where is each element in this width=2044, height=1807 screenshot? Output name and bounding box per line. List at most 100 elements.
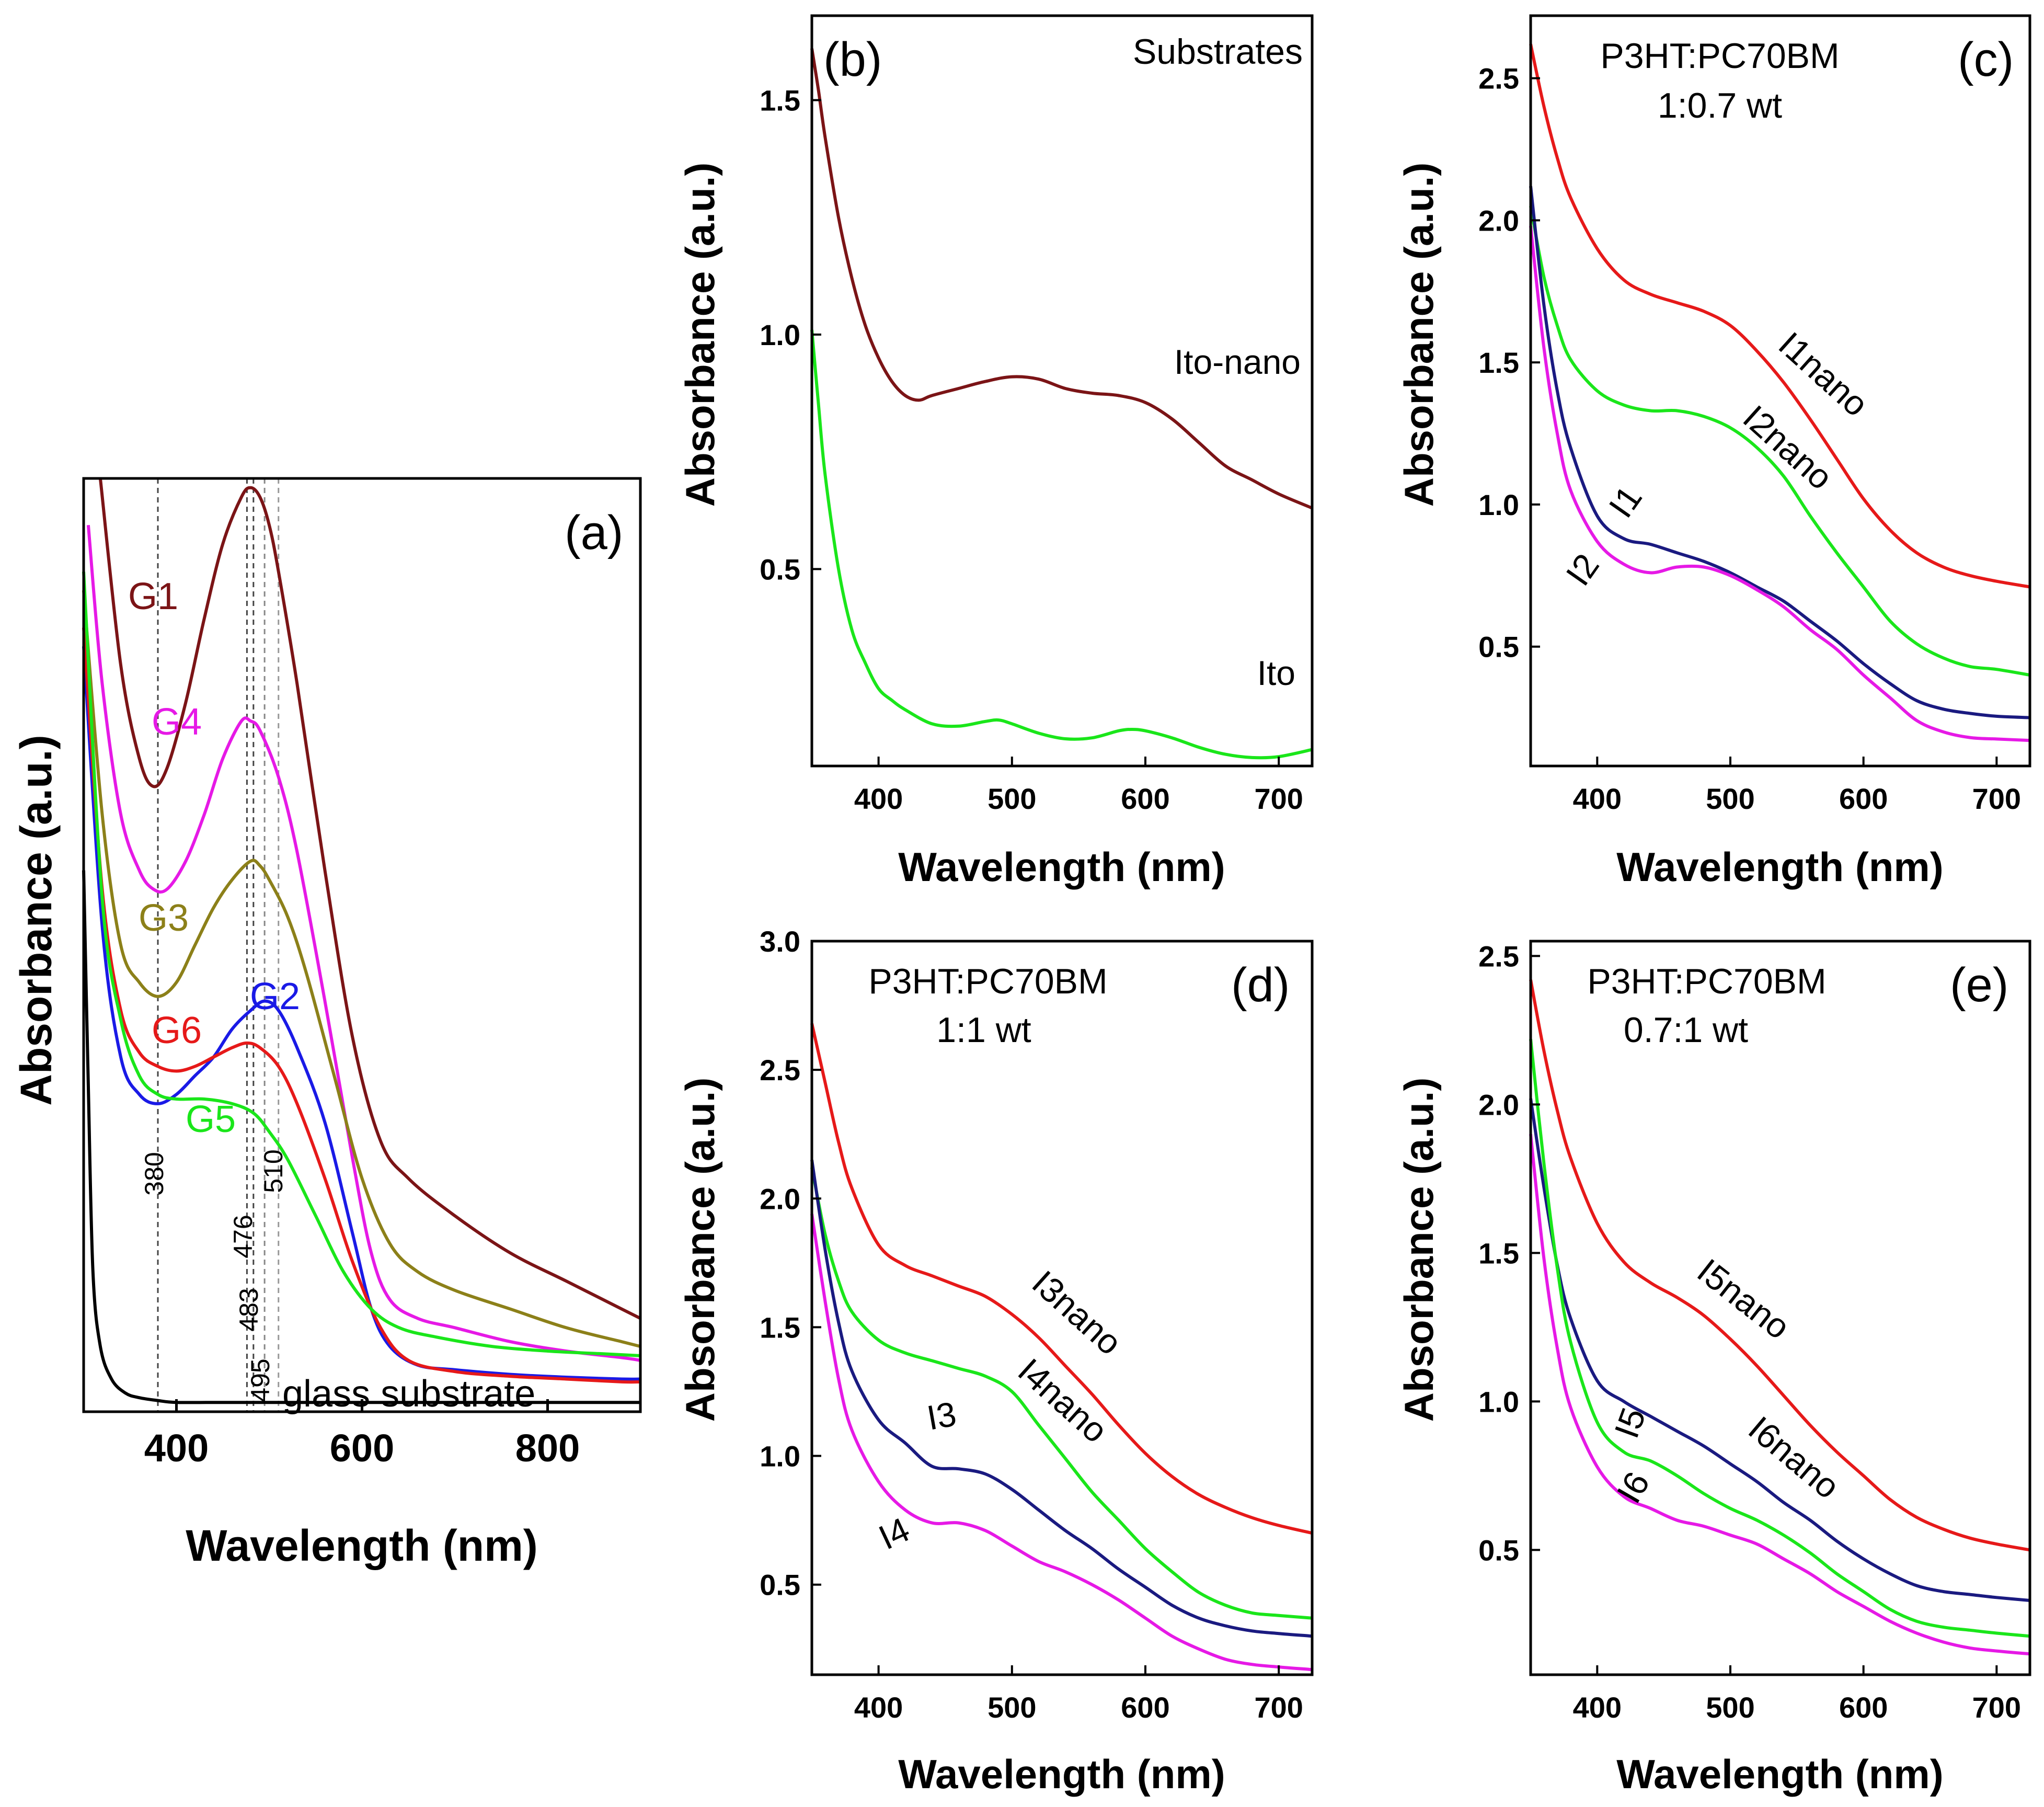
panel-d-label-i3: I3: [924, 1394, 959, 1437]
panel-d-series: [810, 1023, 1313, 1672]
panel-e-title: P3HT:PC70BM: [1587, 962, 1826, 1001]
panel-b-y-tick-label: 1.5: [760, 84, 800, 117]
panel-b: 400 500 600 700 0.5 1.0 1.5 Wavelength (…: [677, 14, 1314, 890]
panel-e-x-tick-label: 600: [1839, 1691, 1888, 1724]
panel-e-series-i5nano: [1529, 979, 2030, 1552]
panel-c-x-tick-label: 400: [1573, 782, 1622, 815]
panel-a-label-g5: G5: [186, 1099, 236, 1140]
panel-a-series-g2: [82, 646, 641, 1381]
panel-d-y-tick-label: 2.0: [760, 1182, 800, 1215]
panel-c-y-ticks: 0.5 1.0 1.5 2.0 2.5: [1478, 62, 1540, 664]
panel-a-vline-label-380: 380: [140, 1152, 169, 1195]
panel-c-series-i1: [1529, 186, 2030, 719]
panel-a-label-g4: G4: [152, 701, 202, 743]
panel-c-y-axis-title: Absorbance (a.u.): [1396, 163, 1442, 507]
panel-b-series-ito: [810, 329, 1313, 760]
panel-b-x-ticks: 400 500 600 700: [854, 757, 1303, 815]
panel-b-y-tick-label: 0.5: [760, 553, 800, 586]
panel-d-series-i4nano: [810, 1167, 1313, 1620]
panel-c-title: P3HT:PC70BM: [1600, 36, 1839, 76]
panel-e-x-tick-label: 500: [1706, 1691, 1754, 1724]
panel-a-series: [82, 478, 641, 1404]
panel-a-series-g6: [82, 627, 641, 1384]
panel-c-series-i2nano: [1529, 205, 2030, 677]
panel-e-letter: (e): [1950, 958, 2008, 1012]
panel-c-x-ticks: 400 500 600 700: [1573, 757, 2021, 815]
panel-d-y-tick-label: 2.5: [760, 1054, 800, 1087]
panel-a-x-ticks: 400 600 800: [144, 1399, 580, 1470]
panel-a-vline-label-495: 495: [246, 1358, 275, 1402]
panel-d-series-i3nano: [810, 1023, 1313, 1535]
panel-e-subtitle: 0.7:1 wt: [1624, 1010, 1748, 1050]
panel-d-series-i3: [810, 1159, 1313, 1638]
panel-b-label-ito: Ito: [1257, 654, 1295, 692]
panel-a-label-g2: G2: [250, 976, 300, 1017]
panel-b-letter: (b): [823, 33, 882, 86]
panel-e-y-tick-label: 2.5: [1478, 940, 1519, 973]
panel-a-vline-label-510: 510: [259, 1149, 288, 1193]
panel-b-series-ito-nano: [810, 48, 1313, 510]
panel-d-subtitle: 1:1 wt: [936, 1010, 1031, 1050]
panel-a-label-g6: G6: [152, 1010, 202, 1051]
panel-a-series-g5: [82, 571, 641, 1357]
panel-a-series-g1: [98, 478, 641, 1320]
panel-a-series-g4: [86, 525, 641, 1362]
panel-d-y-ticks: 0.5 1.0 1.5 2.0 2.5 3.0: [760, 925, 821, 1602]
panel-a-vline-label-476: 476: [228, 1215, 258, 1258]
panel-a-x-tick-label: 800: [515, 1426, 580, 1470]
panel-a-vline-label-483: 483: [234, 1288, 263, 1331]
panel-b-label-ito-nano: Ito-nano: [1174, 342, 1301, 381]
panel-d-y-tick-label: 0.5: [760, 1569, 800, 1602]
panel-b-x-tick-label: 600: [1121, 782, 1169, 815]
panel-b-y-axis-title: Absorbance (a.u.): [677, 163, 723, 507]
panel-e-y-ticks: 0.5 1.0 1.5 2.0 2.5: [1478, 940, 1540, 1566]
panel-e-series-i6nano: [1529, 1098, 2030, 1602]
panel-b-y-tick-label: 1.0: [760, 318, 800, 351]
panel-d-y-tick-label: 3.0: [760, 925, 800, 958]
panel-e-series-i6: [1529, 1134, 2030, 1656]
panel-c-series-i1nano: [1529, 43, 2030, 589]
panel-c-y-tick-label: 0.5: [1478, 631, 1519, 664]
panel-c-y-tick-label: 2.0: [1478, 204, 1519, 237]
panel-c-series-i2: [1529, 225, 2030, 742]
panel-d-y-tick-label: 1.0: [760, 1440, 800, 1473]
panel-e-x-ticks: 400 500 600 700: [1573, 1665, 2021, 1724]
panel-c-y-tick-label: 1.0: [1478, 488, 1519, 521]
panel-e-x-tick-label: 700: [1972, 1691, 2021, 1724]
panel-d-y-tick-label: 1.5: [760, 1311, 800, 1344]
panel-d-y-axis-title: Absorbance (a.u.): [677, 1078, 723, 1422]
panel-b-series: [810, 48, 1313, 760]
panel-c-x-tick-label: 500: [1706, 782, 1754, 815]
panel-d-x-tick-label: 500: [987, 1691, 1036, 1724]
panel-b-x-tick-label: 500: [987, 782, 1036, 815]
panel-a-series-glass-substrate: [82, 870, 640, 1404]
panel-a-series-g3: [82, 590, 641, 1348]
panel-a-label-g1: G1: [128, 576, 178, 617]
panel-e-plot-frame: [1529, 940, 2031, 1676]
panel-a-letter: (a): [565, 506, 623, 559]
panel-c-series: [1529, 43, 2030, 742]
panel-c-subtitle: 1:0.7 wt: [1658, 86, 1782, 125]
panel-b-x-axis-title: Wavelength (nm): [898, 844, 1225, 890]
panel-c-y-tick-label: 2.5: [1478, 62, 1519, 95]
panel-e-y-tick-label: 2.0: [1478, 1088, 1519, 1121]
panel-e-y-tick-label: 0.5: [1478, 1534, 1519, 1566]
panel-c-y-tick-label: 1.5: [1478, 346, 1519, 379]
panel-a-x-tick-label: 600: [330, 1426, 394, 1470]
panel-e-y-tick-label: 1.0: [1478, 1385, 1519, 1418]
panel-d-plot-frame: [810, 940, 1314, 1676]
panel-d-x-tick-label: 700: [1254, 1691, 1303, 1724]
panel-d-x-tick-label: 400: [854, 1691, 903, 1724]
panel-a-label-glass-substrate: glass substrate: [282, 1373, 535, 1415]
panel-b-plot-frame: [810, 14, 1314, 768]
panel-a-vlines: [157, 478, 280, 1412]
panel-e-y-tick-label: 1.5: [1478, 1237, 1519, 1270]
panel-e-x-tick-label: 400: [1573, 1691, 1622, 1724]
panel-a-x-tick-label: 400: [144, 1426, 209, 1470]
panel-a-y-axis-title: Absorbance (a.u.): [12, 735, 61, 1105]
panel-d-x-axis-title: Wavelength (nm): [898, 1751, 1225, 1797]
panel-b-x-tick-label: 700: [1254, 782, 1303, 815]
panel-e-series: [1529, 979, 2030, 1656]
